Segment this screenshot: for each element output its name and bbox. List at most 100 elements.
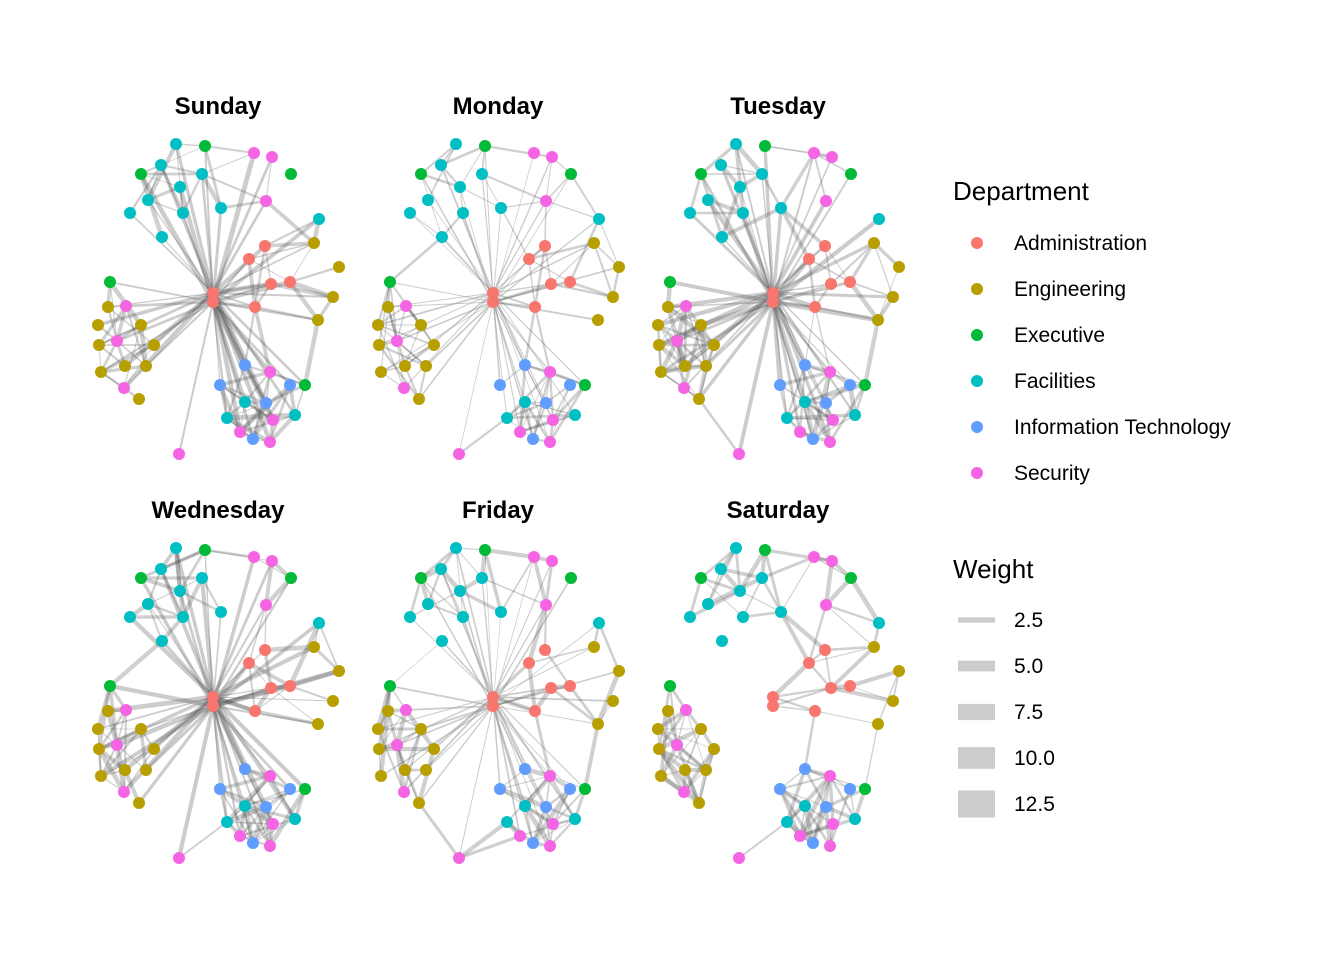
edge <box>289 265 340 284</box>
edge <box>199 577 216 698</box>
edge <box>288 280 320 322</box>
edge <box>201 173 267 202</box>
node <box>695 168 707 180</box>
node <box>196 168 208 180</box>
legend-item-information-technology: Information Technology <box>971 416 1231 439</box>
edge <box>706 198 775 295</box>
edge <box>824 649 832 689</box>
node <box>495 202 507 214</box>
legend-label: Engineering <box>1014 278 1126 301</box>
edge <box>160 548 206 571</box>
node <box>333 665 345 677</box>
node <box>730 138 742 150</box>
edge <box>813 152 852 175</box>
edge <box>657 323 715 347</box>
node <box>148 743 160 755</box>
edge <box>212 300 256 309</box>
edge <box>785 774 832 824</box>
edge <box>459 589 502 614</box>
edge <box>211 217 321 304</box>
edge <box>212 282 272 295</box>
edge <box>212 649 266 698</box>
node <box>135 572 147 584</box>
edge <box>254 709 319 726</box>
node <box>413 393 425 405</box>
edge <box>492 242 595 294</box>
edge <box>772 152 815 303</box>
edge <box>532 402 547 440</box>
node <box>827 414 839 426</box>
edge <box>657 748 686 793</box>
edge <box>270 687 319 725</box>
edge <box>545 156 553 202</box>
node <box>529 301 541 313</box>
edge <box>212 242 315 294</box>
panel-tuesday: Tuesday <box>652 93 905 460</box>
edge <box>492 611 502 707</box>
node <box>653 339 665 351</box>
edge <box>492 292 586 386</box>
edge <box>254 305 319 322</box>
edge <box>569 280 614 299</box>
node <box>299 379 311 391</box>
edge <box>387 710 422 730</box>
edge <box>212 258 250 303</box>
node <box>333 261 345 273</box>
node <box>248 551 260 563</box>
node <box>799 359 811 371</box>
edge <box>778 788 815 844</box>
node <box>803 253 815 265</box>
edge <box>548 371 555 421</box>
nodes <box>92 138 345 460</box>
edge <box>492 301 599 321</box>
nodes <box>652 542 905 864</box>
edge <box>772 283 832 303</box>
edge <box>289 242 315 283</box>
edge <box>481 173 494 294</box>
node <box>391 335 403 347</box>
legend-weight-swatch <box>958 703 995 721</box>
edge <box>210 292 248 366</box>
node <box>528 147 540 159</box>
edge <box>243 364 268 404</box>
node <box>730 542 742 554</box>
node <box>95 770 107 782</box>
edge <box>739 186 774 303</box>
edge <box>403 696 494 793</box>
edge <box>699 173 724 238</box>
edge <box>97 728 147 771</box>
node <box>207 296 219 308</box>
edge <box>211 696 247 770</box>
edge <box>808 258 851 283</box>
edge <box>519 818 576 837</box>
node <box>95 366 107 378</box>
node <box>588 237 600 249</box>
edge <box>242 805 256 844</box>
node <box>592 314 604 326</box>
edge <box>849 281 894 298</box>
edge <box>506 401 547 420</box>
node <box>527 837 539 849</box>
edge <box>418 301 494 400</box>
node <box>807 837 819 849</box>
edge <box>377 728 405 793</box>
legend-weight-item: 5.0 <box>958 655 1043 678</box>
edge <box>771 257 811 295</box>
edge <box>772 299 879 323</box>
edge <box>828 775 857 820</box>
edge <box>420 173 443 238</box>
node <box>539 644 551 656</box>
node <box>849 813 861 825</box>
node <box>680 704 692 716</box>
node <box>662 705 674 717</box>
edge <box>128 164 163 214</box>
node <box>613 261 625 273</box>
edge <box>811 806 828 844</box>
edge <box>697 398 741 455</box>
edge <box>268 775 297 820</box>
node <box>140 764 152 776</box>
node <box>487 296 499 308</box>
edge <box>138 324 149 367</box>
edge <box>178 549 207 592</box>
node <box>284 783 296 795</box>
